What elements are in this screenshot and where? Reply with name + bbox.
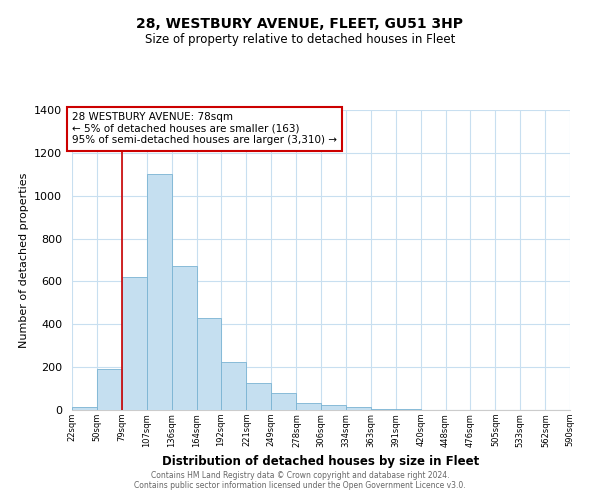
- Bar: [296, 402, 321, 410]
- Bar: [346, 407, 371, 410]
- Bar: [122, 277, 146, 410]
- Bar: [247, 383, 271, 410]
- Bar: [72, 407, 97, 410]
- Bar: [197, 318, 221, 410]
- Text: Contains HM Land Registry data © Crown copyright and database right 2024.
Contai: Contains HM Land Registry data © Crown c…: [134, 470, 466, 490]
- Bar: [97, 370, 122, 410]
- Text: 28, WESTBURY AVENUE, FLEET, GU51 3HP: 28, WESTBURY AVENUE, FLEET, GU51 3HP: [137, 18, 464, 32]
- Bar: [371, 409, 395, 410]
- Bar: [172, 266, 197, 410]
- Bar: [221, 362, 247, 410]
- Text: 28 WESTBURY AVENUE: 78sqm
← 5% of detached houses are smaller (163)
95% of semi-: 28 WESTBURY AVENUE: 78sqm ← 5% of detach…: [72, 112, 337, 146]
- Bar: [321, 404, 346, 410]
- Text: Size of property relative to detached houses in Fleet: Size of property relative to detached ho…: [145, 32, 455, 46]
- Bar: [271, 393, 296, 410]
- Y-axis label: Number of detached properties: Number of detached properties: [19, 172, 29, 348]
- X-axis label: Distribution of detached houses by size in Fleet: Distribution of detached houses by size …: [163, 455, 479, 468]
- Bar: [146, 174, 172, 410]
